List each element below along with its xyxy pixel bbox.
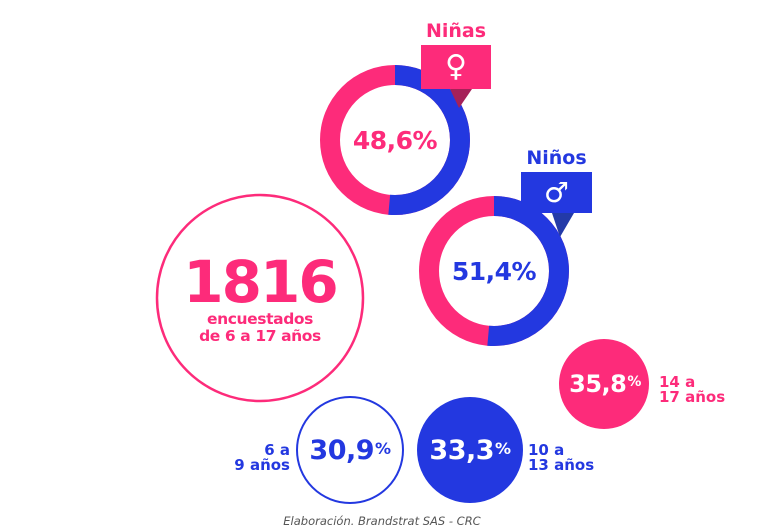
percent-sign: % (375, 439, 391, 458)
age-10-13-label-line1: 10 a (528, 441, 565, 459)
age-10-13-label-line2: 13 años (528, 456, 595, 474)
age-6-9-percent: 30,9% (297, 436, 403, 466)
source-caption: Elaboración. Brandstrat SAS - CRC (283, 514, 481, 528)
girls-tag-pointer (450, 89, 472, 108)
age-6-9-label: 6 a 9 años (220, 443, 290, 473)
age-6-9-value: 30,9 (309, 435, 375, 466)
age-14-17-percent: 35,8% (560, 369, 650, 399)
age-6-9-label-line1: 6 a (264, 441, 290, 459)
boys-title: Niños (526, 147, 587, 169)
age-10-13-value: 33,3 (429, 435, 495, 466)
age-bubble-10-13 (417, 397, 523, 503)
age-6-9-label-line2: 9 años (234, 456, 290, 474)
age-14-17-label-line1: 14 a (659, 373, 696, 391)
total-label-line2: de 6 a 17 años (199, 327, 321, 345)
girls-percent: 48,6% (352, 126, 438, 155)
female-symbol-icon: ♀ (445, 49, 467, 84)
age-10-13-label: 10 a 13 años (528, 443, 594, 473)
girls-donut (320, 65, 470, 215)
girls-title: Niñas (425, 20, 487, 42)
boys-tag-pointer (552, 213, 574, 237)
percent-sign: % (495, 439, 511, 458)
age-bubble-14-17 (559, 339, 649, 429)
age-bubble-6-9 (296, 396, 404, 504)
age-14-17-label-line2: 17 años (659, 388, 726, 406)
boys-tag: ♂ (521, 172, 592, 213)
age-14-17-value: 35,8 (569, 370, 627, 398)
male-symbol-icon: ♂ (543, 175, 570, 209)
girls-tag: ♀ (421, 45, 491, 89)
percent-sign: % (627, 374, 641, 390)
total-label-line1: encuestados (207, 310, 313, 328)
boys-donut (419, 196, 569, 346)
boys-percent: 51,4% (451, 257, 537, 286)
total-circle (155, 193, 365, 403)
total-number: 1816 (183, 248, 338, 316)
age-14-17-label: 14 a 17 años (659, 375, 725, 405)
age-10-13-percent: 33,3% (417, 436, 523, 466)
